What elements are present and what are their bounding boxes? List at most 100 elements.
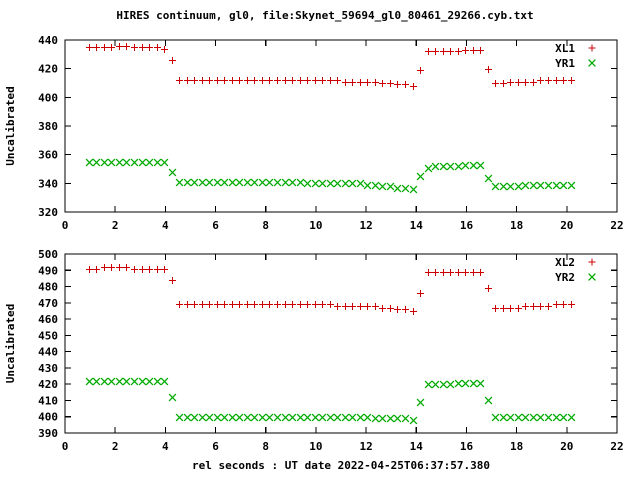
data-point: [393, 414, 402, 423]
data-point: [364, 79, 371, 86]
data-point: [499, 182, 508, 191]
legend-marker-XL2: [588, 258, 596, 266]
data-point: [327, 77, 334, 84]
data-point: [491, 413, 500, 422]
data-point: [289, 77, 296, 84]
data-point: [461, 161, 470, 170]
data-point: [168, 393, 177, 402]
data-point: [145, 158, 154, 167]
data-point: [176, 77, 183, 84]
data-point: [552, 181, 561, 190]
data-point: [265, 178, 274, 187]
data-point: [537, 77, 544, 84]
x-tick-label: 6: [212, 440, 219, 453]
x-tick-label: 0: [62, 219, 69, 232]
data-point: [425, 48, 432, 55]
data-point: [387, 80, 394, 87]
x-tick-label: 4: [162, 219, 169, 232]
data-point: [228, 413, 237, 422]
data-point: [199, 301, 206, 308]
y-tick-label: 390: [38, 427, 58, 440]
data-point: [544, 181, 553, 190]
data-point: [258, 413, 267, 422]
data-point: [371, 414, 380, 423]
data-point: [536, 181, 545, 190]
data-point: [333, 413, 342, 422]
x-tick-label: 22: [610, 440, 623, 453]
x-tick-label: 14: [410, 440, 424, 453]
data-point: [191, 301, 198, 308]
data-point: [326, 179, 335, 188]
data-point: [139, 266, 146, 273]
data-point: [251, 77, 258, 84]
data-point: [521, 413, 530, 422]
data-point: [363, 181, 372, 190]
y-tick-label: 490: [38, 264, 58, 277]
data-point: [560, 77, 567, 84]
y-tick-label: 460: [38, 313, 58, 326]
data-point: [259, 301, 266, 308]
data-point: [199, 77, 206, 84]
series-YR2: [85, 377, 576, 425]
data-point: [477, 269, 484, 276]
data-point: [274, 77, 281, 84]
data-point: [92, 377, 101, 386]
y-tick-label: 470: [38, 297, 58, 310]
data-point: [236, 77, 243, 84]
data-point: [116, 264, 123, 271]
data-point: [379, 80, 386, 87]
data-point: [349, 79, 356, 86]
data-point: [213, 178, 222, 187]
data-point: [311, 179, 320, 188]
data-point: [259, 77, 266, 84]
data-point: [131, 266, 138, 273]
data-point: [169, 277, 176, 284]
data-point: [544, 413, 553, 422]
data-point: [440, 48, 447, 55]
data-point: [521, 181, 530, 190]
y-tick-label: 410: [38, 394, 58, 407]
data-point: [176, 301, 183, 308]
data-point: [470, 47, 477, 54]
x-tick-label: 0: [62, 440, 69, 453]
data-point: [545, 303, 552, 310]
data-point: [401, 184, 410, 193]
data-point: [416, 172, 425, 181]
data-point: [568, 301, 575, 308]
data-point: [386, 414, 395, 423]
data-point: [319, 77, 326, 84]
data-point: [402, 306, 409, 313]
data-point: [108, 44, 115, 51]
y-tick-label: 430: [38, 362, 58, 375]
data-point: [507, 79, 514, 86]
data-point: [108, 264, 115, 271]
data-point: [236, 301, 243, 308]
data-point: [92, 158, 101, 167]
data-point: [312, 301, 319, 308]
x-tick-label: 18: [510, 219, 523, 232]
legend-label-YR2: YR2: [555, 271, 575, 284]
data-point: [492, 305, 499, 312]
data-point: [116, 43, 123, 50]
x-tick-label: 20: [560, 219, 573, 232]
data-point: [115, 377, 124, 386]
data-point: [416, 398, 425, 407]
y-tick-label: 420: [38, 63, 58, 76]
data-point: [334, 77, 341, 84]
data-point: [101, 44, 108, 51]
x-tick-label: 8: [262, 440, 269, 453]
data-point: [371, 181, 380, 190]
data-point: [297, 77, 304, 84]
data-point: [160, 158, 169, 167]
data-point: [154, 266, 161, 273]
data-point: [372, 303, 379, 310]
data-point: [522, 79, 529, 86]
data-point: [446, 162, 455, 171]
data-point: [311, 413, 320, 422]
data-point: [288, 178, 297, 187]
data-point: [281, 413, 290, 422]
data-point: [357, 79, 364, 86]
data-point: [484, 174, 493, 183]
